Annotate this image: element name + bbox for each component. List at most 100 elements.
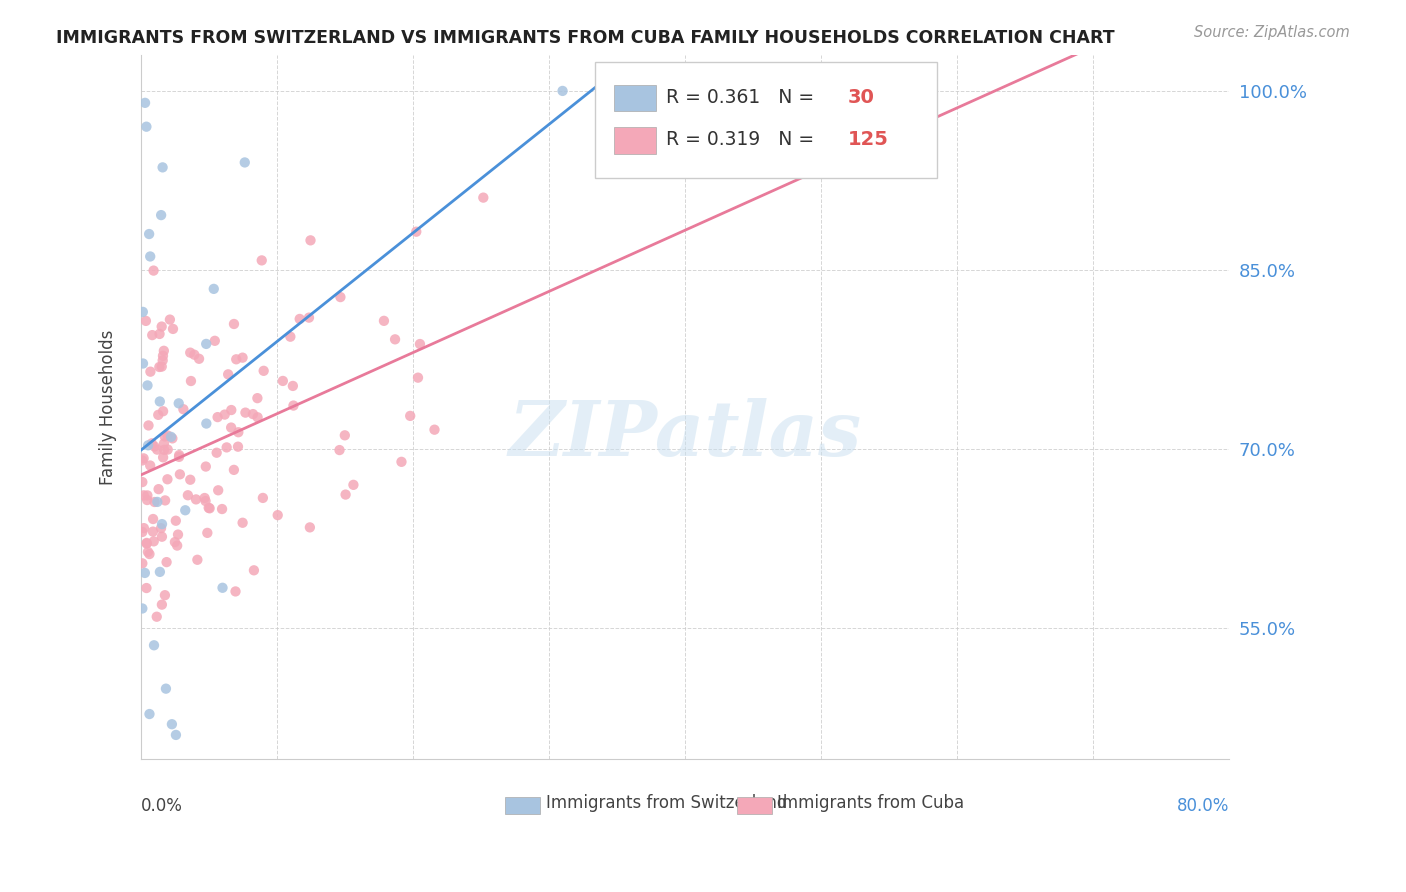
Point: [228, 425, 250, 440]
Point: [179, 473, 201, 487]
Text: ZIPatlas: ZIPatlas: [509, 398, 862, 472]
Point: [131, 557, 153, 571]
Point: [149, 394, 172, 409]
Point: [131, 524, 153, 539]
Point: [179, 345, 201, 359]
Point: [138, 706, 160, 721]
Point: [215, 441, 238, 455]
Point: [156, 428, 179, 442]
Point: [195, 337, 218, 351]
Point: [253, 364, 276, 378]
Point: [166, 539, 188, 553]
Point: [232, 516, 254, 530]
Point: [134, 95, 156, 110]
Text: IMMIGRANTS FROM SWITZERLAND VS IMMIGRANTS FROM CUBA FAMILY HOUSEHOLDS CORRELATIO: IMMIGRANTS FROM SWITZERLAND VS IMMIGRANT…: [56, 29, 1115, 46]
FancyBboxPatch shape: [595, 62, 938, 178]
Point: [195, 417, 218, 431]
Point: [131, 475, 153, 489]
Point: [139, 365, 162, 379]
Point: [235, 406, 257, 420]
Point: [138, 227, 160, 241]
FancyBboxPatch shape: [614, 127, 655, 153]
Point: [153, 442, 176, 457]
Point: [211, 581, 233, 595]
Point: [342, 478, 364, 492]
Point: [194, 494, 217, 508]
Point: [135, 314, 157, 328]
Point: [150, 359, 173, 374]
Point: [148, 482, 170, 496]
Point: [139, 458, 162, 473]
Point: [186, 553, 208, 567]
Point: [167, 396, 190, 410]
Text: R = 0.319   N =: R = 0.319 N =: [666, 130, 821, 149]
Point: [281, 379, 304, 393]
Point: [150, 208, 173, 222]
Point: [131, 601, 153, 615]
Point: [160, 430, 183, 444]
Point: [399, 409, 422, 423]
Y-axis label: Family Households: Family Households: [100, 329, 117, 484]
Point: [153, 343, 176, 358]
Point: [150, 530, 173, 544]
Point: [146, 495, 169, 509]
Point: [188, 351, 211, 366]
Point: [142, 263, 165, 277]
Point: [135, 120, 157, 134]
Point: [148, 326, 170, 341]
Point: [280, 329, 302, 343]
Point: [180, 374, 202, 388]
Point: [162, 431, 184, 445]
Text: Immigrants from Switzerland: Immigrants from Switzerland: [546, 794, 787, 812]
Point: [167, 448, 190, 462]
Point: [333, 428, 356, 442]
Point: [141, 436, 163, 450]
Point: [143, 440, 166, 454]
Point: [136, 545, 159, 559]
Point: [132, 488, 155, 502]
Text: R = 0.361   N =: R = 0.361 N =: [666, 87, 821, 107]
Point: [135, 536, 157, 550]
Point: [298, 310, 321, 325]
Text: 80.0%: 80.0%: [1177, 797, 1229, 815]
Point: [233, 155, 256, 169]
Point: [172, 402, 194, 417]
Point: [299, 233, 322, 247]
Point: [335, 487, 357, 501]
Text: Source: ZipAtlas.com: Source: ZipAtlas.com: [1194, 25, 1350, 40]
Point: [551, 84, 574, 98]
Point: [150, 517, 173, 532]
Point: [219, 420, 242, 434]
Point: [250, 253, 273, 268]
Point: [136, 493, 159, 508]
Point: [155, 681, 177, 696]
Point: [194, 491, 217, 505]
Point: [472, 191, 495, 205]
Point: [174, 503, 197, 517]
Point: [243, 563, 266, 577]
Point: [152, 161, 174, 175]
Point: [222, 317, 245, 331]
Point: [142, 524, 165, 539]
Point: [406, 370, 429, 384]
Point: [195, 525, 218, 540]
Point: [391, 455, 413, 469]
Point: [165, 514, 187, 528]
Point: [246, 391, 269, 405]
Point: [163, 535, 186, 549]
Point: [160, 717, 183, 731]
Point: [150, 319, 173, 334]
Point: [184, 492, 207, 507]
Point: [373, 314, 395, 328]
Point: [131, 453, 153, 467]
Point: [152, 450, 174, 465]
Point: [214, 408, 236, 422]
Point: [146, 442, 169, 457]
Point: [205, 446, 228, 460]
Point: [328, 443, 350, 458]
Point: [405, 225, 427, 239]
Point: [204, 334, 226, 348]
Point: [132, 521, 155, 535]
Point: [156, 472, 179, 486]
Point: [423, 423, 446, 437]
